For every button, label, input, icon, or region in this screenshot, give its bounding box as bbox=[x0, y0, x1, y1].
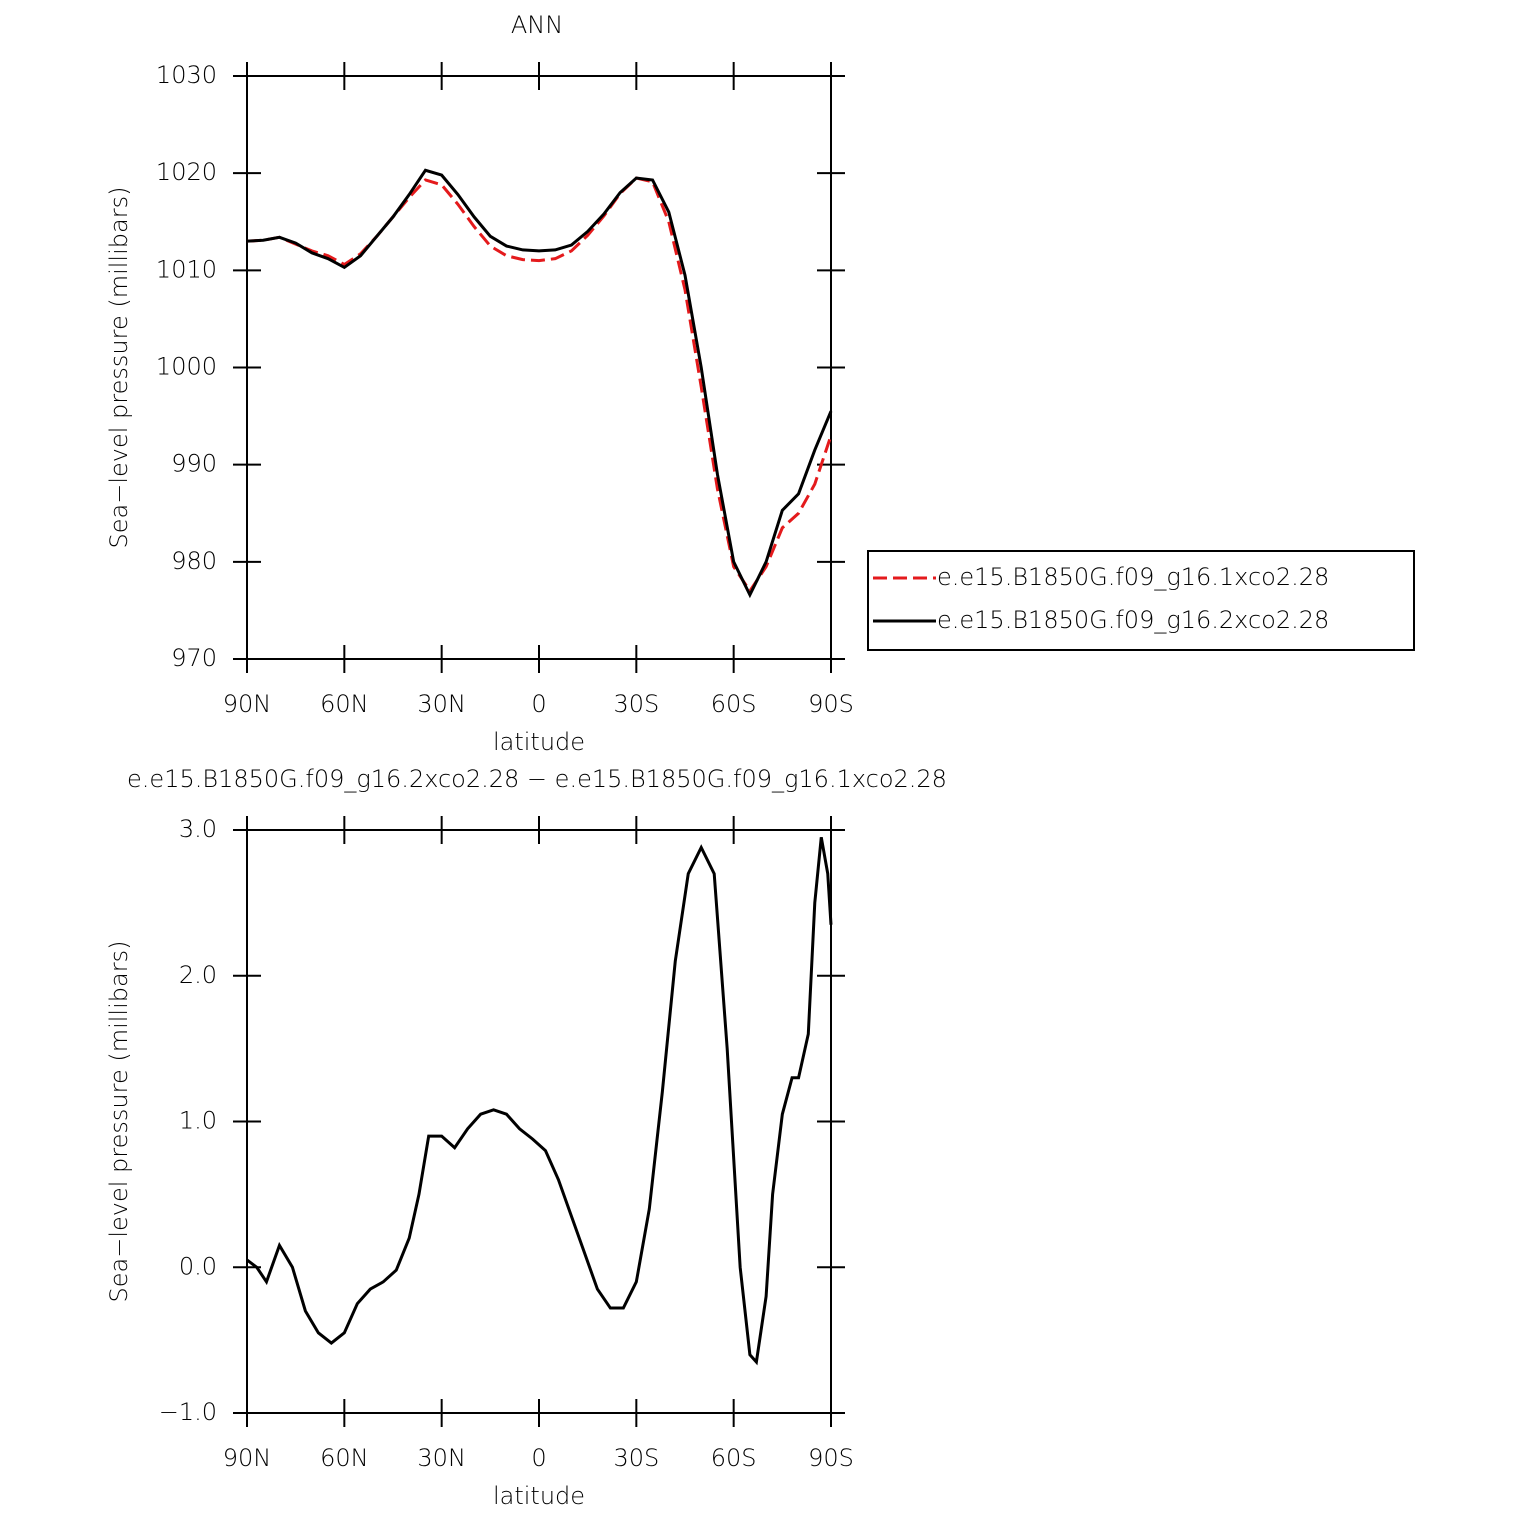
chart-title: ANN bbox=[511, 11, 563, 39]
y-tick-label: 1.0 bbox=[179, 1107, 217, 1135]
x-tick-label: 30N bbox=[417, 1444, 466, 1472]
y-tick-label: −1.0 bbox=[159, 1398, 217, 1426]
y-tick-label: 1000 bbox=[156, 353, 217, 381]
legend-label: e.e15.B1850G.f09_g16.2xco2.28 bbox=[937, 606, 1329, 634]
data-line bbox=[246, 176, 833, 594]
y-tick-label: 1020 bbox=[156, 158, 217, 186]
chart-title: e.e15.B1850G.f09_g16.2xco2.28 − e.e15.B1… bbox=[127, 765, 947, 793]
legend-box bbox=[867, 550, 1415, 651]
x-tick-label: 60S bbox=[711, 1444, 757, 1472]
x-tick-label: 30S bbox=[613, 690, 659, 718]
plot-frame bbox=[246, 75, 832, 660]
x-tick-label: 90N bbox=[223, 690, 272, 718]
y-tick-label: 0.0 bbox=[179, 1252, 217, 1280]
y-tick-label: 1030 bbox=[156, 61, 217, 89]
x-tick-label: 30N bbox=[417, 690, 466, 718]
y-tick-label: 1010 bbox=[156, 255, 217, 283]
y-tick-label: 980 bbox=[171, 547, 217, 575]
x-tick-label: 90N bbox=[223, 1444, 272, 1472]
x-tick-label: 30S bbox=[613, 1444, 659, 1472]
x-tick-label: 60S bbox=[711, 690, 757, 718]
data-line bbox=[246, 837, 833, 1366]
x-axis-label: latitude bbox=[493, 1482, 585, 1510]
x-tick-label: 90S bbox=[808, 1444, 854, 1472]
y-axis-label: Sea−level pressure (millibars) bbox=[105, 187, 133, 549]
y-axis-label: Sea−level pressure (millibars) bbox=[105, 941, 133, 1303]
plot-frame bbox=[246, 829, 832, 1414]
data-line bbox=[246, 168, 833, 599]
y-tick-label: 990 bbox=[171, 450, 217, 478]
y-tick-label: 3.0 bbox=[179, 815, 217, 843]
y-tick-label: 970 bbox=[171, 644, 217, 672]
legend-label: e.e15.B1850G.f09_g16.1xco2.28 bbox=[937, 563, 1329, 591]
y-tick-label: 2.0 bbox=[179, 961, 217, 989]
x-tick-label: 60N bbox=[320, 690, 369, 718]
x-tick-label: 0 bbox=[531, 690, 546, 718]
x-axis-label: latitude bbox=[493, 728, 585, 756]
x-tick-label: 0 bbox=[531, 1444, 546, 1472]
x-tick-label: 90S bbox=[808, 690, 854, 718]
x-tick-label: 60N bbox=[320, 1444, 369, 1472]
